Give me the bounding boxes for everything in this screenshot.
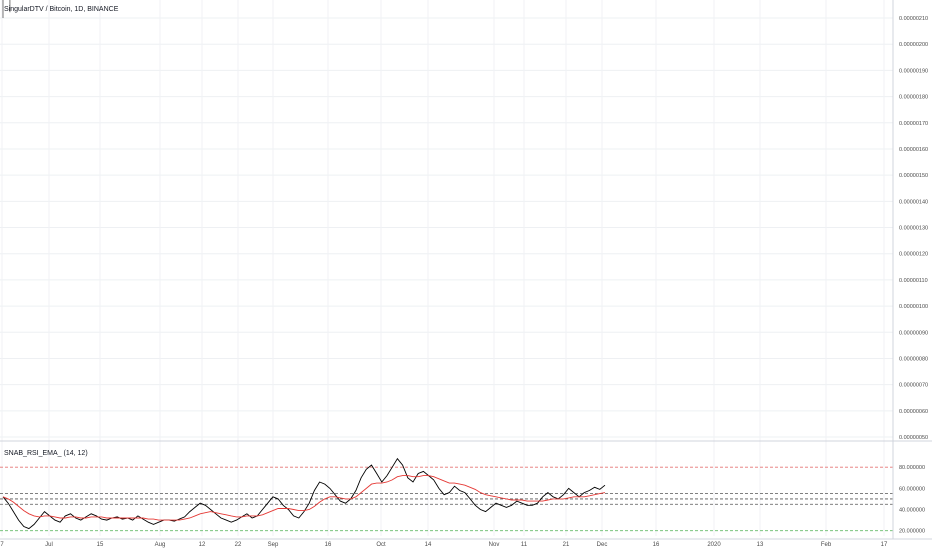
x-tick-label: 17 [881,542,888,548]
chart-title: SingularDTV / Bitcoin, 1D, BINANCE [4,6,119,13]
y-tick-label: 0.00000130 [899,226,928,232]
x-tick-label: Oct [376,542,386,548]
x-tick-label: 12 [199,542,206,548]
x-tick-label: 22 [235,542,242,548]
x-tick-label: 14 [425,542,432,548]
rsi-layer [0,457,893,532]
x-tick-label: Aug [155,542,166,548]
x-tick-label: 16 [653,542,660,548]
y-tick-label: 0.00000080 [899,356,928,362]
y-tick-label: 0.00000150 [899,173,928,179]
y-tick-label: 0.00000200 [899,42,928,48]
rsi-tick-label: 80.000000 [899,465,925,471]
y-tick-label: 0.00000170 [899,121,928,127]
x-tick-label: Jul [45,542,53,548]
y-tick-label: 0.00000210 [899,16,928,22]
y-tick-label: 0.00000190 [899,68,928,74]
rsi-ema-line [2,475,606,521]
x-tick-label: Sep [268,542,279,548]
grid-layer [0,0,893,536]
rsi-tick-label: 60.000000 [899,486,925,492]
y-tick-label: 0.00000050 [899,435,928,441]
x-tick-label: Nov [489,542,500,548]
x-tick-label: 7 [0,542,4,548]
rsi-line [2,457,606,530]
y-tick-label: 0.00000160 [899,147,928,153]
x-tick-label: 2020 [707,542,721,548]
x-tick-label: 13 [757,542,764,548]
y-tick-label: 0.00000110 [899,278,928,284]
y-tick-label: 0.00000180 [899,95,928,101]
rsi-tick-label: 20.000000 [899,529,925,535]
y-tick-label: 0.00000120 [899,252,928,258]
rsi-tick-label: 40.000000 [899,508,925,514]
x-tick-label: 15 [97,542,104,548]
y-tick-label: 0.00000100 [899,304,928,310]
y-tick-label: 0.00000060 [899,409,928,415]
x-tick-label: 16 [325,542,332,548]
x-tick-label: 21 [563,542,570,548]
y-tick-label: 0.00000070 [899,383,928,389]
x-tick-label: Dec [597,542,608,548]
y-tick-label: 0.00000090 [899,330,928,336]
candles-layer [2,0,11,18]
x-tick-label: Feb [821,542,832,548]
indicator-title: SNAB_RSI_EMA_ (14, 12) [4,450,88,457]
x-tick-label: 11 [521,542,528,548]
y-tick-label: 0.00000140 [899,199,928,205]
